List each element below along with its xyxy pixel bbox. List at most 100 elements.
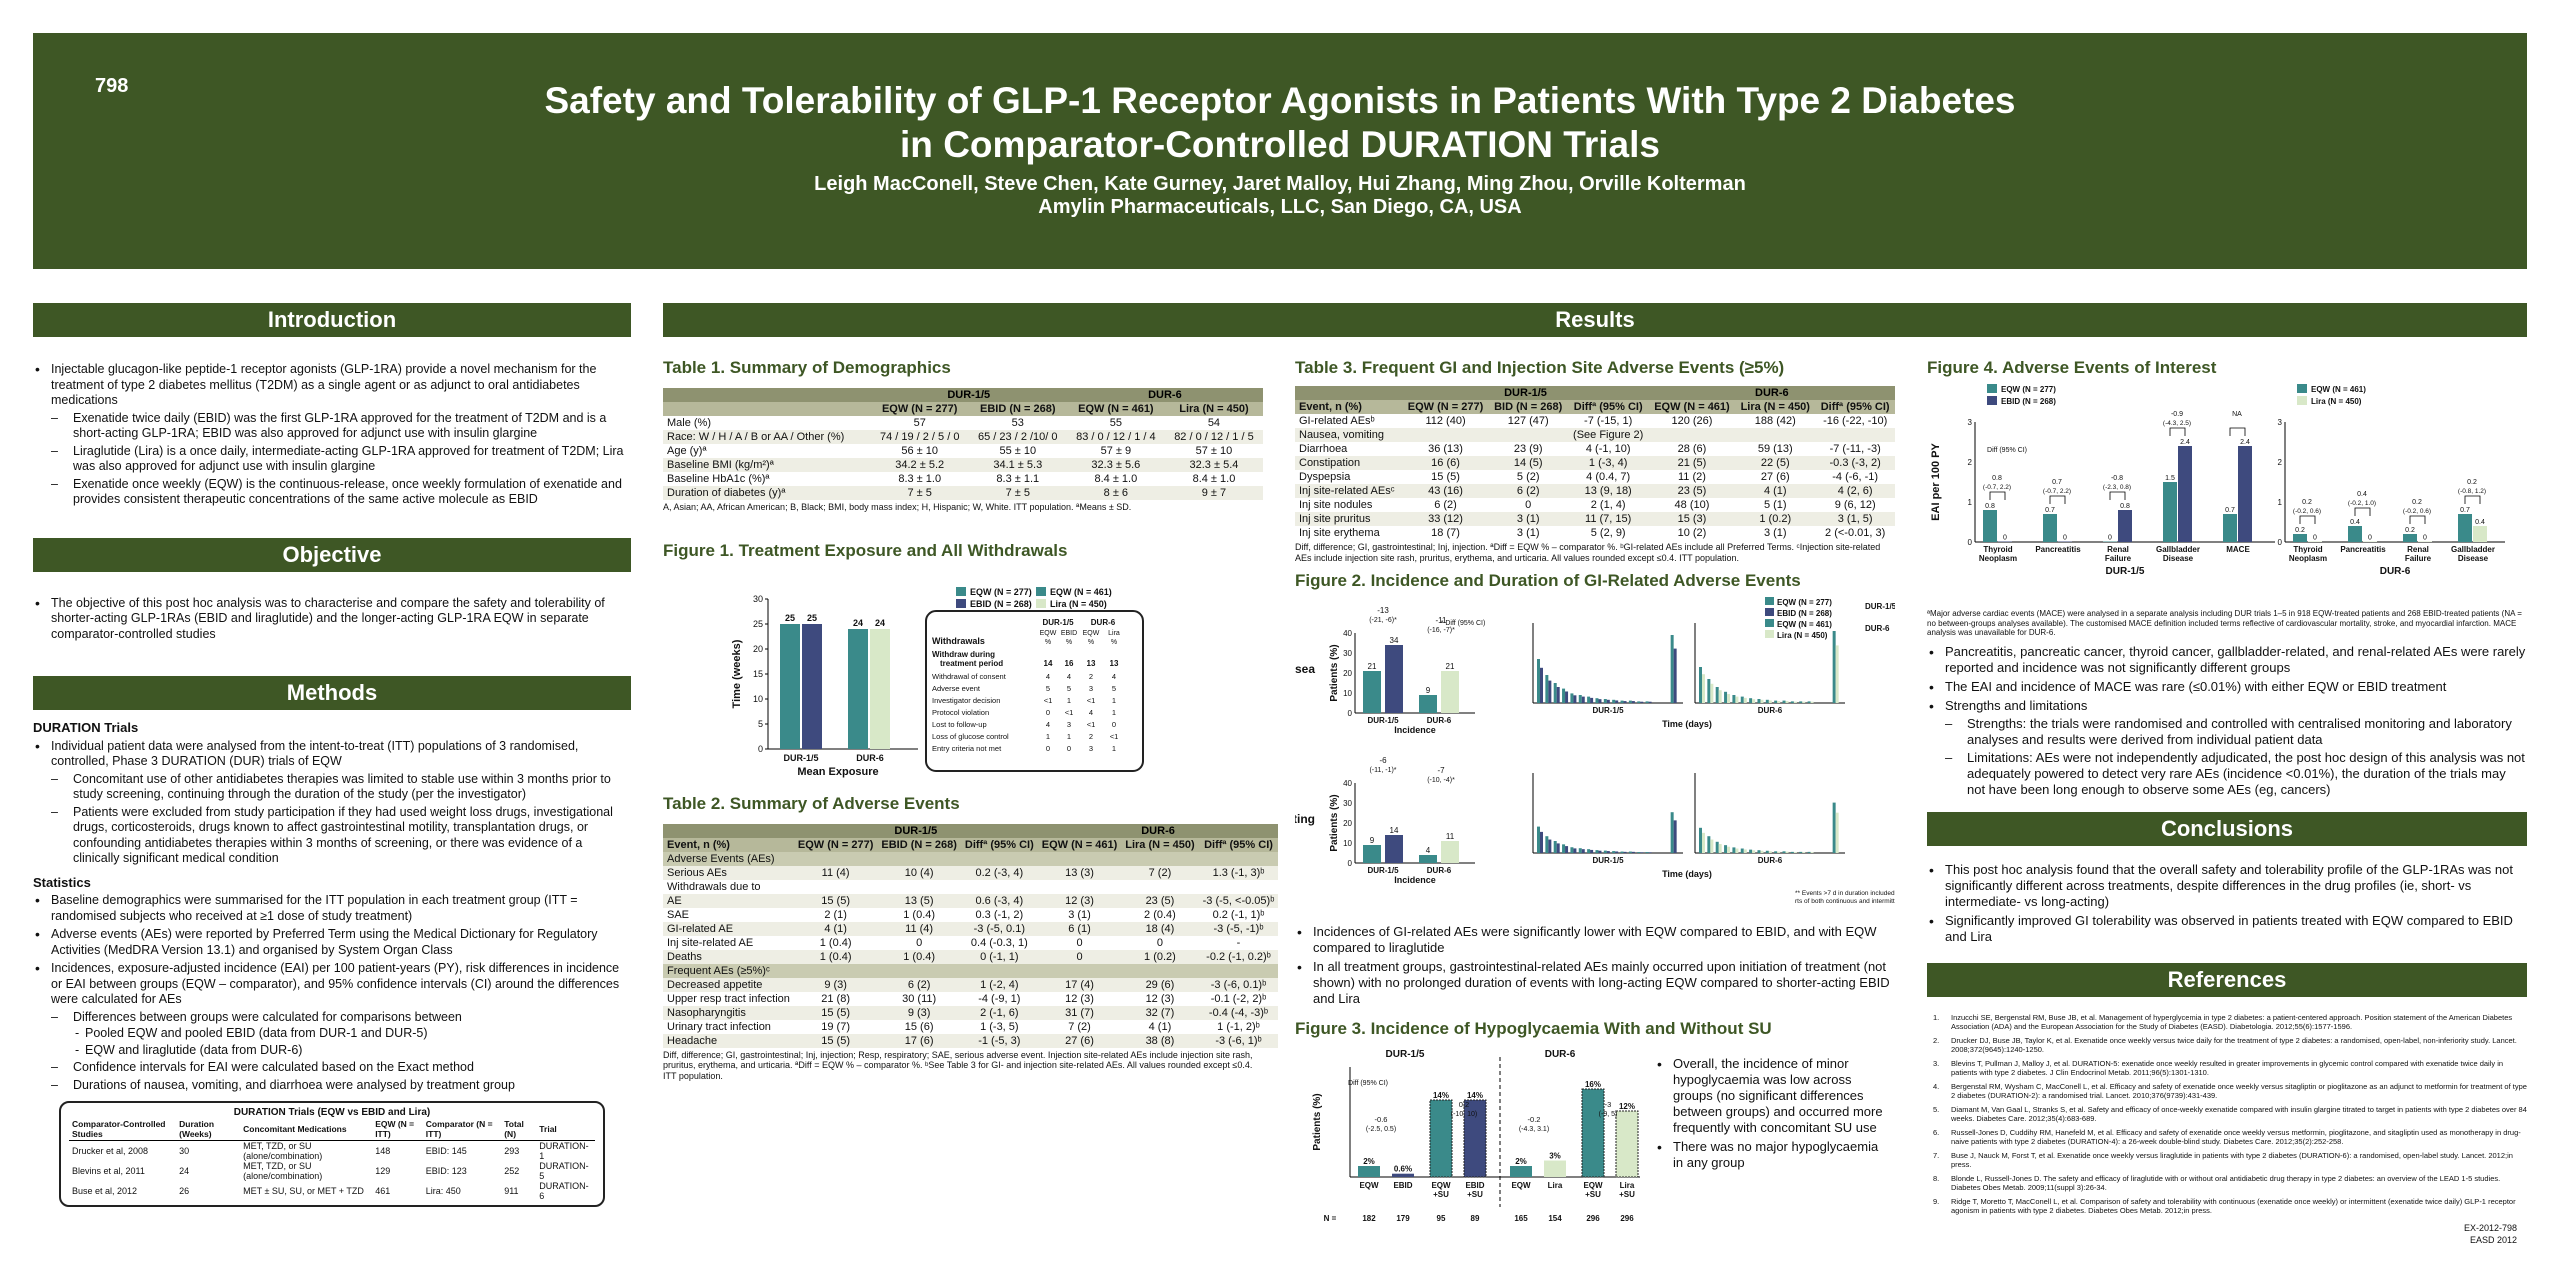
table-cell: 1 (-2, 4)	[980, 978, 1019, 991]
methods-bullet: Individual patient data were analysed fr…	[33, 739, 631, 770]
duration-bar	[1707, 836, 1711, 853]
table-cell: 0	[1076, 936, 1083, 949]
duration-bar	[1640, 701, 1644, 703]
x-category-label: Renal	[2407, 545, 2429, 554]
table-cell: Inj site nodules	[1299, 499, 1373, 511]
duration-bar	[1587, 696, 1591, 703]
figure2-bullets: Incidences of GI-related AEs were signif…	[1295, 924, 1895, 1007]
y-axis-title: Patients (%)	[1329, 794, 1340, 851]
reference-number: 2.	[1933, 1035, 1940, 1045]
intro-bullet: Injectable glucagon-like peptide-1 recep…	[33, 362, 631, 409]
bar-value-label: 34	[1390, 636, 1399, 645]
table-cell: 7 (2)	[1148, 866, 1172, 879]
bar-value-label: 16%	[1585, 1080, 1601, 1089]
comparison-bracket	[2464, 495, 2481, 504]
demographics-table: DUR-1/5 DUR-6 EQW (N = 277) EBID (N = 268)…	[663, 388, 1263, 500]
diff-ci: (-4.3, 2.5)	[2163, 420, 2191, 427]
bar-value-label: 0	[2423, 535, 2427, 542]
table-cell: 30 (11)	[902, 992, 937, 1005]
table-cell: 43 (16)	[1428, 485, 1463, 497]
bar-value-label: 0	[2003, 535, 2007, 542]
poster-affiliation: Amylin Pharmaceuticals, LLC, San Diego, …	[1038, 196, 1522, 218]
table-cell: Baseline HbA1c (%)ª	[667, 473, 770, 485]
diff-value: -0.2	[1528, 1115, 1541, 1124]
table-header-cell	[663, 402, 871, 416]
bar-value-label: 14%	[1467, 1091, 1483, 1100]
duration-bar	[1710, 839, 1714, 853]
duration-bar	[1774, 851, 1778, 853]
hypoglycaemia-bar	[1510, 1166, 1532, 1177]
table-cell: 13 (9, 18)	[1584, 485, 1632, 497]
legend-label: EBID (N = 268)	[2001, 397, 2056, 406]
duration-bar	[1670, 635, 1674, 703]
footnote-line: rts of both continuous and intermittent …	[1795, 898, 1895, 905]
table-cell: 3 (1, 5)	[1837, 513, 1873, 525]
table-cell: 6 (1)	[1068, 922, 1091, 935]
table-row: Inj site-related AE 1 (0.4) 0 0.4 (-0.3, 1)…	[663, 936, 1278, 950]
duration-bar	[1774, 700, 1778, 703]
table-cell: 17 (4)	[1065, 978, 1094, 991]
duration-bar	[1727, 694, 1731, 703]
withdrawals-value: 0	[1112, 720, 1116, 729]
withdrawals-value: 5	[1112, 684, 1116, 693]
poster-header: 798 Safety and Tolerability of GLP-1 Rec…	[33, 33, 2527, 269]
table-row: Inj site pruritus 33 (12) 3 (1) 11 (7, 15) 1…	[1295, 512, 1895, 526]
withdrawals-row-label: Protocol violation	[932, 708, 989, 717]
y-tick-label: 10	[753, 694, 763, 704]
eai-bar	[2348, 526, 2362, 542]
withdrawals-value: 13	[1110, 659, 1119, 668]
diff-ci: (-4.3, 3.1)	[1519, 1126, 1549, 1133]
incidence-bar	[1385, 645, 1403, 713]
bar-value-label: 3%	[1549, 1152, 1561, 1161]
table-cell: 6 (2)	[1434, 499, 1457, 511]
table-cell: 2 (-1, 6)	[980, 1006, 1019, 1019]
duration-bar	[1623, 701, 1627, 703]
duration-bar	[1595, 698, 1599, 703]
duration-bar	[1612, 699, 1616, 703]
table2-title: Table 2. Summary of Adverse Events	[663, 793, 960, 813]
methods-sub-bullet: Concomitant use of other antidiabetes th…	[33, 772, 631, 803]
reference-item: 6. Russell-Jones D, Cuddihy RM, Hanefeld …	[1933, 1128, 2527, 1147]
duration-bar	[1749, 698, 1753, 703]
duration-bar	[1765, 699, 1769, 703]
table-header-cell: Event, n (%)	[667, 838, 730, 851]
duration-bar	[1702, 674, 1705, 703]
group-label: DUR-6	[1545, 1049, 1576, 1060]
duration-bar	[1631, 701, 1635, 703]
x-category-label: Failure	[2405, 554, 2432, 563]
table-cell: Diarrhoea	[1299, 443, 1348, 455]
methods-subheading: DURATION Trials	[33, 720, 139, 735]
y-tick-label: 40	[1343, 629, 1352, 638]
table-cell: 31 (7)	[1065, 1006, 1094, 1019]
reference-item: 9. Ridge T, Moretto T, MacConell L, et al…	[1933, 1197, 2527, 1216]
references-heading: References	[1927, 962, 2527, 997]
table-row: Race: W / H / A / B or AA / Other (%) 74 …	[663, 430, 1263, 444]
table-cell: -0.4 (-4, -3)ᵇ	[1208, 1006, 1269, 1019]
figure2-title: Figure 2. Incidence and Duration of GI-R…	[1295, 571, 1801, 590]
table2-group-1: DUR-1/5	[894, 824, 938, 837]
box-cell: EBID: 145	[425, 1146, 467, 1156]
box-header-cell: Concomitant Medications	[243, 1124, 347, 1134]
results-heading: Results	[663, 303, 2527, 337]
methods-sub-bullet: Confidence intervals for EAI were calcul…	[33, 1060, 631, 1076]
withdrawals-value: 5	[1067, 684, 1071, 693]
duration-trials-table: Comparator-Controlled Studies Duration (W…	[69, 1118, 595, 1201]
table-cell: 19 (7)	[821, 1020, 851, 1033]
methods-subheading: Statistics	[33, 874, 91, 890]
reference-number: 5.	[1933, 1104, 1940, 1114]
y-tick-label: 1	[1968, 498, 1973, 507]
table-cell: 127 (47)	[1507, 415, 1549, 427]
table-row: Deaths 1 (0.4) 1 (0.4) 0 (-1, 1) 0 1 (0.2) -0.…	[663, 949, 1279, 964]
x-category-label: Lira	[1620, 1181, 1635, 1190]
table-cell: SAE	[667, 908, 690, 921]
table-row: Dyspepsia 15 (5) 5 (2) 4 (0.4, 7) 11 (2) 27 (…	[1295, 470, 1895, 484]
table-cell: 4 (-1, 10)	[1585, 443, 1631, 455]
duration-bar	[1727, 846, 1731, 853]
bar-value-label: 2.4	[2180, 439, 2190, 446]
x-category-label: +SU	[1467, 1190, 1483, 1199]
bar-value-label: 14%	[1433, 1091, 1449, 1100]
duration-bar	[1832, 631, 1836, 703]
figure1: 0 5 10 15 20 25 30 25 25 24 24 DUR-1/5 DUR-6 Mean Exp…	[663, 567, 1263, 782]
duration-bar	[1768, 700, 1772, 703]
x-category-label: Failure	[2105, 554, 2132, 563]
